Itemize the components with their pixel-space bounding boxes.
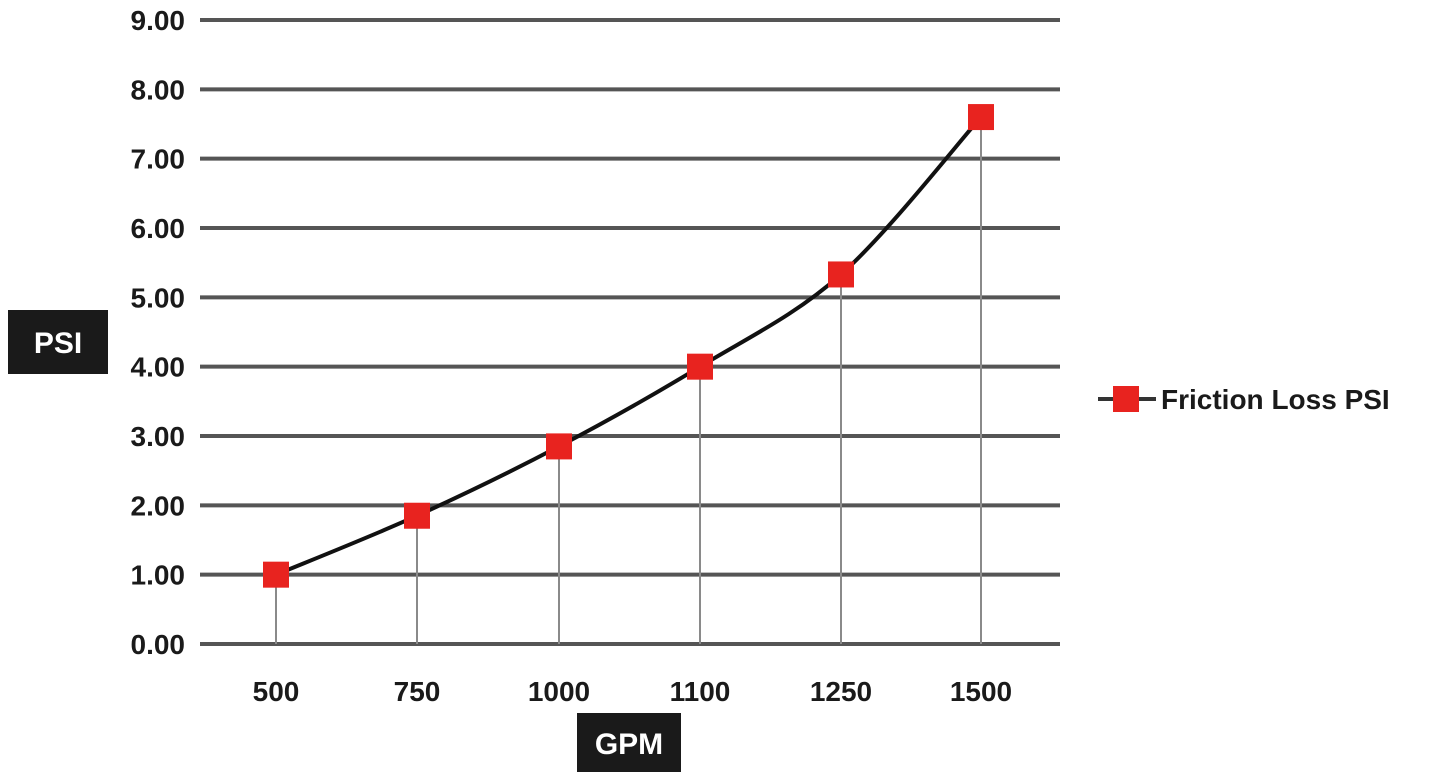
- data-point-marker: [546, 433, 572, 460]
- y-tick-labels: 0.00 1.00 2.00 3.00 4.00 5.00 6.00 7.00 8.00 9.00: [131, 5, 186, 660]
- y-tick-label: 4.00: [131, 352, 186, 383]
- x-tick-labels: 500 750 1000 1100 1250 1500: [253, 676, 1013, 707]
- data-point-marker: [687, 353, 713, 380]
- y-tick-label: 9.00: [131, 5, 186, 36]
- y-tick-label: 8.00: [131, 74, 186, 105]
- legend-marker-swatch: [1113, 386, 1139, 412]
- y-tick-label: 6.00: [131, 213, 186, 244]
- y-tick-label: 0.00: [131, 629, 186, 660]
- legend: Friction Loss PSI: [1098, 384, 1390, 415]
- y-tick-label: 2.00: [131, 490, 186, 521]
- y-axis-title-text: PSI: [34, 327, 82, 360]
- legend-label: Friction Loss PSI: [1161, 384, 1390, 415]
- x-tick-label: 500: [253, 676, 300, 707]
- data-point-marker: [404, 502, 430, 529]
- x-tick-label: 1100: [670, 676, 731, 707]
- x-tick-label: 1500: [950, 676, 1012, 707]
- gridlines: [200, 18, 1060, 646]
- x-axis-title-background: [577, 713, 681, 772]
- y-tick-label: 3.00: [131, 421, 186, 452]
- y-axis-title: PSI: [8, 310, 108, 374]
- data-point-marker: [263, 561, 289, 588]
- y-axis-title-background: [8, 310, 108, 374]
- marker-layer: [263, 104, 994, 588]
- data-point-marker: [968, 104, 994, 131]
- data-point-marker: [828, 261, 854, 288]
- x-axis-title: GPM: [577, 713, 681, 772]
- y-tick-label: 5.00: [131, 282, 186, 313]
- y-tick-label: 1.00: [131, 560, 186, 591]
- x-tick-label: 750: [394, 676, 441, 707]
- y-tick-label: 7.00: [131, 144, 186, 175]
- drop-lines: [275, 117, 982, 644]
- x-tick-label: 1250: [810, 676, 872, 707]
- x-axis-title-text: GPM: [595, 728, 663, 761]
- x-tick-label: 1000: [528, 676, 590, 707]
